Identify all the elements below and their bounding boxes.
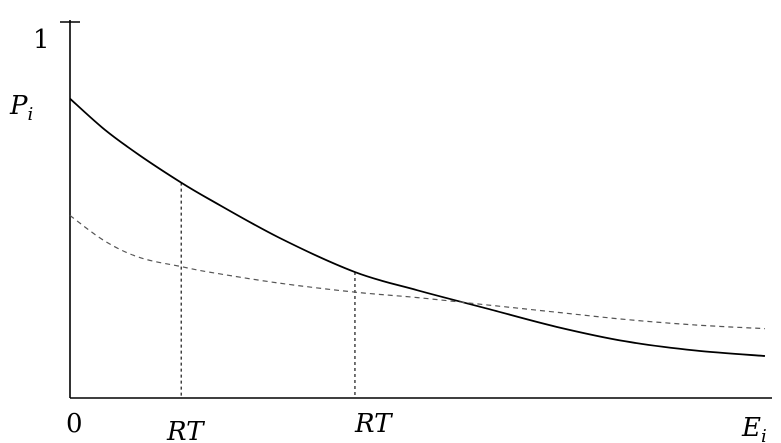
y-axis-label-main: P bbox=[9, 91, 28, 121]
y-tick-label-1: 1 bbox=[33, 25, 50, 55]
x-tick-label-0: 0 bbox=[66, 409, 83, 439]
x-axis-label-main: E bbox=[741, 413, 761, 443]
y-axis-label-sub: i bbox=[28, 104, 34, 125]
series-0-solid-line bbox=[69, 97, 766, 357]
labels: 1 Pi 0 RT RT Ei bbox=[9, 25, 767, 443]
series-group bbox=[69, 97, 766, 357]
x-tick-label-rt-1: RT bbox=[166, 417, 205, 443]
series-1-dashed-line bbox=[69, 214, 766, 330]
guide-lines bbox=[180, 182, 356, 398]
x-axis-label-sub: i bbox=[761, 426, 767, 443]
x-axis-label: Ei bbox=[741, 413, 767, 443]
y-axis-label: Pi bbox=[9, 91, 33, 125]
x-tick-label-rt-2: RT bbox=[354, 409, 393, 439]
axes bbox=[60, 20, 772, 399]
